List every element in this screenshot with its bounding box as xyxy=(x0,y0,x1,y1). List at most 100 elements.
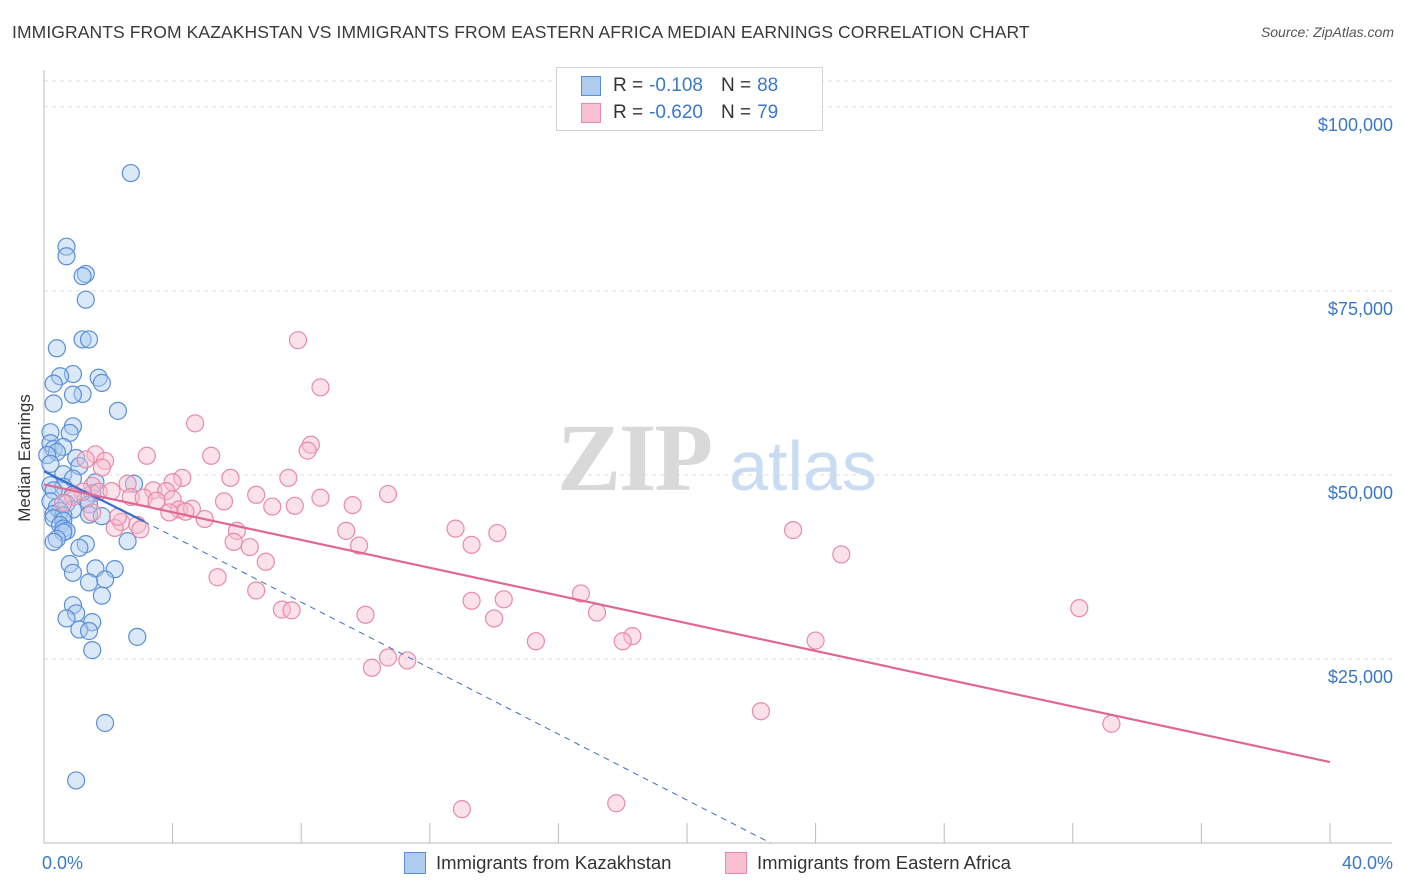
kazakhstan-point xyxy=(63,385,83,404)
eastern-africa-point xyxy=(186,414,205,433)
eastern-africa-point xyxy=(378,484,398,504)
eastern-africa-point xyxy=(1070,599,1089,618)
series-eastern-africa-points xyxy=(54,331,1121,819)
kazakhstan-point xyxy=(79,621,99,641)
eastern-africa-point xyxy=(311,488,330,507)
eastern-africa-point xyxy=(783,521,803,540)
eastern-africa-point xyxy=(378,648,398,667)
kazakhstan-point xyxy=(118,532,137,551)
trendlines xyxy=(43,470,1331,844)
eastern-africa-point xyxy=(488,523,507,543)
kazakhstan-point xyxy=(108,401,128,420)
eastern-africa-point xyxy=(311,378,330,397)
kazakhstan-point xyxy=(54,523,73,542)
legend-item-eastern-africa: Immigrants from Eastern Africa xyxy=(725,852,1011,874)
kazakhstan-point xyxy=(121,163,140,183)
eastern-africa-trendline xyxy=(43,483,1331,764)
legend-swatch-blue xyxy=(581,76,601,96)
eastern-africa-point xyxy=(452,800,472,819)
eastern-africa-point xyxy=(1102,714,1121,733)
eastern-africa-point xyxy=(54,493,73,512)
eastern-africa-point xyxy=(398,651,417,670)
eastern-africa-point xyxy=(137,446,156,465)
eastern-africa-point xyxy=(446,519,465,538)
series-legend: Immigrants from Kazakhstan Immigrants fr… xyxy=(0,852,1406,876)
eastern-africa-point xyxy=(613,632,632,651)
eastern-africa-point xyxy=(173,468,192,487)
kazakhstan-point xyxy=(128,627,147,646)
legend-n-label: N = xyxy=(720,75,752,96)
kazakhstan-point xyxy=(83,641,102,660)
eastern-africa-point xyxy=(92,458,111,477)
eastern-africa-point xyxy=(263,497,282,516)
eastern-africa-point xyxy=(362,658,382,677)
kazakhstan-point xyxy=(76,264,95,284)
eastern-africa-point xyxy=(144,481,163,500)
eastern-africa-point xyxy=(221,468,240,487)
watermark-atlas: atlas xyxy=(729,427,877,505)
eastern-africa-point xyxy=(288,331,308,350)
y-tick-label: $100,000 xyxy=(1318,115,1393,135)
kazakhstan-point xyxy=(76,290,95,309)
eastern-africa-point xyxy=(571,584,591,603)
kazakhstan-point xyxy=(70,620,89,639)
kazakhstan-point xyxy=(57,237,76,256)
eastern-africa-point xyxy=(131,520,150,539)
eastern-africa-point xyxy=(202,446,221,465)
y-tick-label: $25,000 xyxy=(1328,667,1393,687)
legend-r-label: R = xyxy=(613,75,644,96)
kazakhstan-point xyxy=(92,373,111,392)
eastern-africa-point xyxy=(247,485,266,504)
y-tick-label: $75,000 xyxy=(1328,299,1393,319)
kazakhstan-point xyxy=(63,563,83,582)
kazakhstan-trendline xyxy=(143,520,771,844)
kazakhstan-point xyxy=(70,538,89,557)
eastern-africa-point xyxy=(832,545,851,564)
kazakhstan-point xyxy=(57,247,76,266)
kazakhstan-point xyxy=(44,394,63,413)
kazakhstan-point xyxy=(44,532,63,551)
kazakhstan-point xyxy=(67,771,86,790)
eastern-africa-point xyxy=(176,502,195,521)
legend-swatch-blue xyxy=(404,852,426,874)
axes xyxy=(43,70,1392,844)
legend-n-value: 88 xyxy=(757,75,779,96)
eastern-africa-point xyxy=(623,627,642,646)
eastern-africa-point xyxy=(356,605,375,624)
eastern-africa-point xyxy=(256,552,275,571)
eastern-africa-point xyxy=(298,441,317,460)
kazakhstan-point xyxy=(47,529,66,549)
eastern-africa-point xyxy=(343,495,362,515)
x-tick-label: 0.0% xyxy=(42,853,83,873)
eastern-africa-point xyxy=(282,601,301,620)
kazakhstan-point xyxy=(57,609,76,628)
legend-n-label: N = xyxy=(720,102,752,123)
eastern-africa-point xyxy=(607,794,626,813)
y-tick-label: $50,000 xyxy=(1328,483,1393,503)
kazakhstan-point xyxy=(79,573,99,592)
eastern-africa-point xyxy=(76,450,95,469)
legend-r-value: -0.620 xyxy=(649,102,703,123)
y-axis-label: Median Earnings xyxy=(15,394,34,522)
kazakhstan-point xyxy=(73,330,92,349)
chart-source: Source: ZipAtlas.com xyxy=(1260,24,1394,40)
kazakhstan-point xyxy=(73,267,92,286)
eastern-africa-point xyxy=(240,537,259,557)
eastern-africa-point xyxy=(494,590,513,609)
legend-r-label: R = xyxy=(613,102,644,123)
x-tick-label: 40.0% xyxy=(1342,853,1393,873)
eastern-africa-point xyxy=(337,521,356,540)
kazakhstan-point xyxy=(50,367,70,386)
eastern-africa-point xyxy=(224,532,243,551)
eastern-africa-point xyxy=(806,631,825,650)
eastern-africa-point xyxy=(462,591,481,610)
kazakhstan-point xyxy=(95,713,115,733)
eastern-africa-point xyxy=(83,503,102,522)
watermark: ZIP atlas xyxy=(557,404,877,511)
kazakhstan-point xyxy=(47,339,66,358)
eastern-africa-point xyxy=(349,536,369,555)
grid-lines xyxy=(44,80,1392,660)
legend-n-value: 79 xyxy=(757,102,779,123)
legend-swatch-pink xyxy=(725,852,747,874)
correlation-legend: R = -0.108 N = 88 R = -0.620 N = 79 xyxy=(556,67,823,131)
